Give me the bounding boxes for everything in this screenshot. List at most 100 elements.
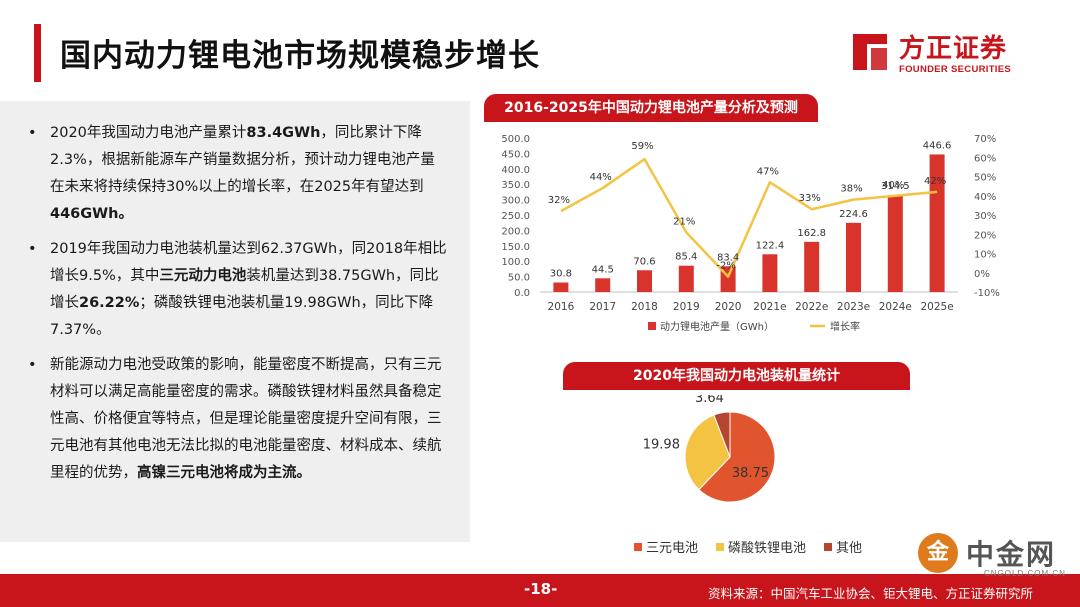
bullet-text: ；磷酸铁锂电池装机量19.98GWh，同比下降7.37%。: [50, 295, 434, 338]
x-tick-label: 2023e: [837, 301, 870, 313]
bar: [595, 278, 611, 292]
bullet-emphasis: 446GWh。: [50, 206, 133, 222]
pie-legend-item: 其他: [824, 537, 862, 556]
bar: [553, 282, 569, 292]
bullet-text: 2020年我国动力电池产量累计: [50, 125, 247, 141]
y-right-tick-label: 10%: [974, 250, 996, 261]
bullet-list: • 2020年我国动力电池产量累计83.4GWh，同比累计下降2.3%，根据新能源…: [28, 120, 448, 495]
pie-value-label: 3.64: [695, 395, 724, 406]
bar: [637, 270, 652, 292]
bullet-text: 新能源动力电池受政策的影响，能量密度不断提高，只有三元材料可以满足高能量密度的需…: [50, 357, 442, 481]
bullet-marker: •: [28, 241, 37, 257]
bar-value-label: 314.5: [881, 181, 910, 192]
bar: [929, 154, 945, 292]
bar-value-label: 30.8: [550, 269, 572, 280]
growth-value-label: 44%: [590, 172, 612, 183]
y-right-tick-label: 60%: [974, 153, 996, 164]
production-chart: 0.0 50.0 100.0 150.0 200.0 250.0 300.0 350.0 400…: [501, 134, 1000, 333]
x-tick-label: 2016: [548, 301, 575, 313]
y-left-tick-label: 100.0: [501, 257, 530, 268]
bar: [846, 222, 861, 292]
growth-value-label: 33%: [799, 193, 821, 204]
legend-bar-swatch: [648, 322, 656, 330]
pie-legend-swatch: [634, 542, 642, 551]
bullet-emphasis: 三元动力电池: [159, 268, 247, 284]
x-tick-label: 2017: [589, 301, 616, 313]
logo-name-en: FOUNDER SECURITIES: [899, 64, 1012, 75]
x-tick-label: 2022e: [795, 301, 828, 313]
bullet-item: • 2020年我国动力电池产量累计83.4GWh，同比累计下降2.3%，根据新能源…: [28, 120, 448, 228]
pie-legend-item: 三元电池: [634, 537, 698, 556]
watermark-logo-icon: 金: [918, 533, 958, 573]
source-note: 资料来源：中国汽车工业协会、钜大锂电、方正证券研究所: [708, 586, 1034, 601]
bar-value-label: 162.8: [797, 228, 826, 239]
bullet-text: ，同比累计下降2.3%，根据新能源车产销量数据分析，预计动力锂电池产量在未来将持…: [50, 125, 435, 195]
bar-value-label: 70.6: [633, 256, 655, 267]
text-panel: [0, 101, 470, 542]
bar-value-label: 44.5: [592, 264, 614, 275]
y-left-tick-label: 500.0: [501, 134, 530, 145]
bar-value-label: 85.4: [675, 252, 697, 263]
bar-value-label: 83.4: [717, 252, 739, 263]
growth-value-label: 42%: [924, 176, 946, 187]
bar: [678, 265, 694, 292]
logo-name-cn: 方正证券: [899, 34, 1008, 64]
installation-pie-chart: 38.75 19.98 3.64: [643, 395, 776, 503]
pie-slice: [713, 411, 731, 458]
y-left-tick-label: 150.0: [501, 242, 530, 253]
bar: [762, 254, 778, 292]
legend-bar-label: 动力锂电池产量（GWh）: [660, 320, 774, 333]
y-right-tick-label: 50%: [974, 173, 996, 184]
growth-line: [560, 157, 938, 278]
bullet-text: 2019年我国动力电池装机量达到62.37GWh，同2018年相比增长9.5%，…: [50, 241, 447, 284]
pie-legend: 三元电池 磷酸铁锂电池 其他: [634, 537, 862, 556]
x-tick-label: 2024e: [879, 301, 912, 313]
watermark-domain: CNGOLD.COM.CN: [984, 569, 1066, 578]
pie-legend-swatch: [716, 542, 725, 551]
bullet-item: • 2019年我国动力电池装机量达到62.37GWh，同2018年相比增长9.5%…: [28, 236, 448, 344]
watermark-name: 中金网: [966, 538, 1057, 571]
bar: [804, 241, 820, 292]
growth-value-label: 21%: [673, 216, 695, 227]
y-right-tick-label: 0%: [974, 269, 990, 280]
y-left-tick-label: 0.0: [514, 288, 530, 299]
pie-legend-label: 三元电池: [646, 541, 699, 556]
growth-value-label: 59%: [631, 141, 653, 152]
pie-legend-item: 磷酸铁锂电池: [716, 537, 806, 556]
growth-value-label: -2%: [716, 261, 735, 272]
bar: [887, 195, 903, 292]
pie-slice: [684, 414, 731, 491]
y-left-tick-label: 50.0: [508, 273, 530, 284]
bar-value-label: 224.6: [839, 209, 868, 220]
pie-value-label: 19.98: [643, 437, 680, 452]
y-left-tick-label: 300.0: [501, 196, 530, 207]
y-right-tick-label: 20%: [974, 230, 996, 241]
growth-value-label: 32%: [548, 195, 570, 206]
x-tick-label: 2021e: [753, 301, 786, 313]
growth-value-label: 47%: [757, 166, 779, 177]
bullet-item: • 新能源动力电池受政策的影响，能量密度不断提高，只有三元材料可以满足高能量密度的…: [28, 352, 448, 487]
y-right-tick-label: 30%: [974, 211, 996, 222]
pie-legend-label: 其他: [836, 541, 863, 556]
footer-bar: [0, 574, 1080, 607]
y-left-tick-label: 200.0: [501, 226, 530, 237]
bullet-emphasis: 83.4GWh: [246, 125, 321, 141]
y-left-tick-label: 400.0: [501, 165, 530, 176]
bullet-emphasis: 26.22%: [79, 295, 140, 311]
y-left-tick-label: 250.0: [501, 211, 530, 222]
page-title: 国内动力锂电池市场规模稳步增长: [60, 38, 540, 74]
bar-chart-title: 2016-2025年中国动力锂电池产量分析及预测: [484, 94, 818, 122]
page-number: -18-: [524, 580, 558, 598]
bar-value-label: 122.4: [756, 240, 785, 251]
founder-logo: 方正证券 FOUNDER SECURITIES: [849, 28, 1039, 78]
y-left-tick-label: 450.0: [501, 149, 530, 160]
pie-legend-swatch: [824, 542, 833, 551]
pie-slice: [698, 411, 776, 503]
y-right-tick-label: -10%: [974, 288, 1000, 299]
pie-value-label: 38.75: [732, 466, 769, 481]
growth-value-label: 38%: [840, 184, 862, 195]
x-tick-label: 2025e: [921, 301, 954, 313]
y-right-tick-label: 40%: [974, 192, 996, 203]
y-right-tick-label: 70%: [974, 134, 996, 145]
y-left-tick-label: 350.0: [501, 180, 530, 191]
